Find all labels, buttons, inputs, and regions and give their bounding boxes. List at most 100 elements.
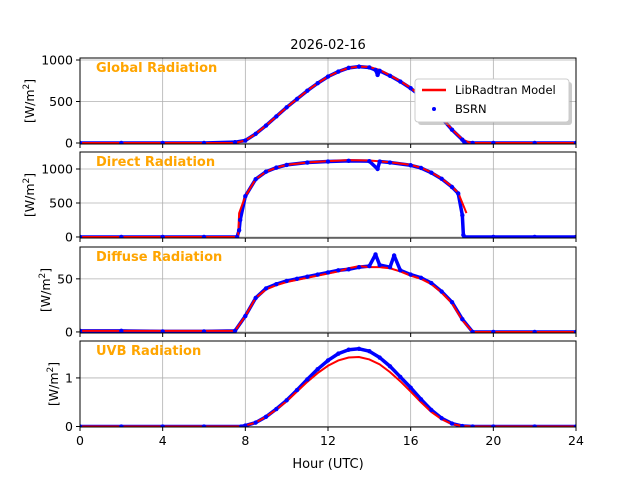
bsrn-point bbox=[456, 191, 461, 196]
bsrn-point bbox=[460, 423, 465, 427]
panel-title: Diffuse Radiation bbox=[96, 250, 222, 265]
bsrn-point bbox=[284, 105, 289, 110]
bsrn-point bbox=[449, 300, 455, 305]
bsrn-point bbox=[367, 349, 372, 354]
bsrn-point bbox=[377, 262, 382, 268]
bsrn-point bbox=[325, 74, 331, 79]
bsrn-point bbox=[119, 234, 124, 238]
bsrn-point bbox=[356, 264, 362, 270]
bsrn-point bbox=[160, 140, 165, 144]
bsrn-point bbox=[325, 358, 331, 363]
bsrn-point bbox=[325, 159, 331, 164]
y-tick-label: 0 bbox=[65, 419, 73, 434]
bsrn-point bbox=[377, 355, 382, 360]
bsrn-point bbox=[373, 67, 378, 73]
panel-title: UVB Radiation bbox=[96, 344, 201, 359]
bsrn-point bbox=[375, 166, 380, 172]
bsrn-point bbox=[408, 86, 413, 91]
bsrn-point bbox=[491, 234, 496, 238]
bsrn-point bbox=[346, 158, 351, 164]
bsrn-point bbox=[160, 234, 165, 238]
bsrn-point bbox=[391, 253, 397, 258]
bsrn-point bbox=[367, 263, 372, 269]
bsrn-point bbox=[274, 281, 279, 287]
bsrn-point bbox=[491, 140, 496, 144]
bsrn-point bbox=[263, 286, 269, 291]
bsrn-point bbox=[470, 140, 475, 144]
bsrn-point bbox=[532, 234, 537, 238]
bsrn-point bbox=[429, 407, 434, 413]
bsrn-point bbox=[80, 328, 83, 333]
bsrn-point bbox=[449, 184, 455, 190]
bsrn-point bbox=[315, 272, 320, 277]
bsrn-point bbox=[336, 268, 341, 273]
bsrn-point bbox=[201, 424, 207, 427]
bsrn-point bbox=[237, 217, 243, 223]
bsrn-point bbox=[387, 73, 393, 78]
y-axis-label: [W/m2] bbox=[38, 268, 53, 312]
panel-uvb-radiation: 0 4 8 12 16 20 24 0 1 [W/m2] UVB Radiation bbox=[46, 340, 584, 448]
y-axis-label: [W/m2] bbox=[22, 79, 37, 123]
bsrn-point bbox=[236, 227, 242, 233]
bsrn-point bbox=[398, 79, 403, 84]
bsrn-point bbox=[305, 88, 310, 93]
bsrn-point bbox=[462, 139, 467, 144]
y-axis-label: [W/m2] bbox=[46, 362, 61, 406]
bsrn-point bbox=[346, 65, 351, 71]
legend-bsrn-label: BSRN bbox=[455, 102, 487, 116]
x-tick-label: 16 bbox=[403, 433, 419, 448]
bsrn-point bbox=[119, 328, 124, 333]
bsrn-point bbox=[367, 158, 372, 164]
bsrn-point bbox=[408, 163, 413, 168]
x-tick-label: 12 bbox=[320, 433, 336, 448]
bsrn-point bbox=[387, 364, 393, 369]
y-tick-label: 1000 bbox=[41, 161, 73, 176]
bsrn-point bbox=[375, 72, 380, 78]
bsrn-point bbox=[294, 276, 300, 282]
bsrn-point bbox=[573, 234, 576, 238]
bsrn-point bbox=[201, 329, 207, 333]
model-series-line bbox=[80, 159, 468, 238]
bsrn-point bbox=[462, 234, 467, 238]
x-tick-label: 4 bbox=[159, 433, 167, 448]
chart-title: 2026-02-16 bbox=[290, 38, 366, 53]
bsrn-point bbox=[573, 329, 576, 333]
bsrn-point bbox=[325, 270, 331, 275]
bsrn-point bbox=[449, 421, 455, 426]
bsrn-point bbox=[305, 160, 310, 165]
y-tick-label: 1000 bbox=[41, 52, 73, 67]
bsrn-point bbox=[234, 234, 240, 238]
bsrn-point bbox=[460, 316, 465, 322]
y-axis-label: [W/m2] bbox=[22, 173, 37, 217]
bsrn-point bbox=[429, 280, 434, 286]
x-axis-label: Hour (UTC) bbox=[292, 457, 363, 472]
bsrn-point bbox=[243, 423, 248, 427]
bsrn-point bbox=[573, 140, 576, 144]
panel-title: Direct Radiation bbox=[96, 155, 215, 170]
bsrn-point bbox=[336, 351, 341, 356]
y-tick-label: 500 bbox=[49, 94, 73, 109]
bsrn-point bbox=[491, 329, 496, 333]
bsrn-point bbox=[243, 193, 248, 199]
bsrn-point bbox=[253, 420, 258, 425]
bsrn-point bbox=[294, 96, 300, 102]
bsrn-point bbox=[532, 424, 537, 427]
y-tick-label: 0 bbox=[65, 136, 73, 151]
y-tick-label: 0 bbox=[65, 229, 73, 244]
bsrn-point bbox=[80, 234, 83, 238]
bsrn-point bbox=[408, 385, 413, 390]
bsrn-point bbox=[336, 69, 341, 74]
x-tick-label: 20 bbox=[485, 433, 501, 448]
bsrn-point bbox=[573, 424, 576, 427]
x-tick-label: 0 bbox=[76, 433, 84, 448]
bsrn-point bbox=[398, 374, 403, 380]
bsrn-point bbox=[398, 268, 403, 273]
bsrn-point bbox=[119, 140, 124, 144]
bsrn-point bbox=[239, 424, 244, 427]
bsrn-point bbox=[408, 272, 413, 277]
bsrn-point bbox=[346, 347, 351, 352]
bsrn-point bbox=[439, 176, 444, 182]
legend-model-label: LibRadtran Model bbox=[455, 83, 556, 97]
bsrn-point bbox=[201, 140, 207, 144]
bsrn-point bbox=[80, 140, 83, 144]
